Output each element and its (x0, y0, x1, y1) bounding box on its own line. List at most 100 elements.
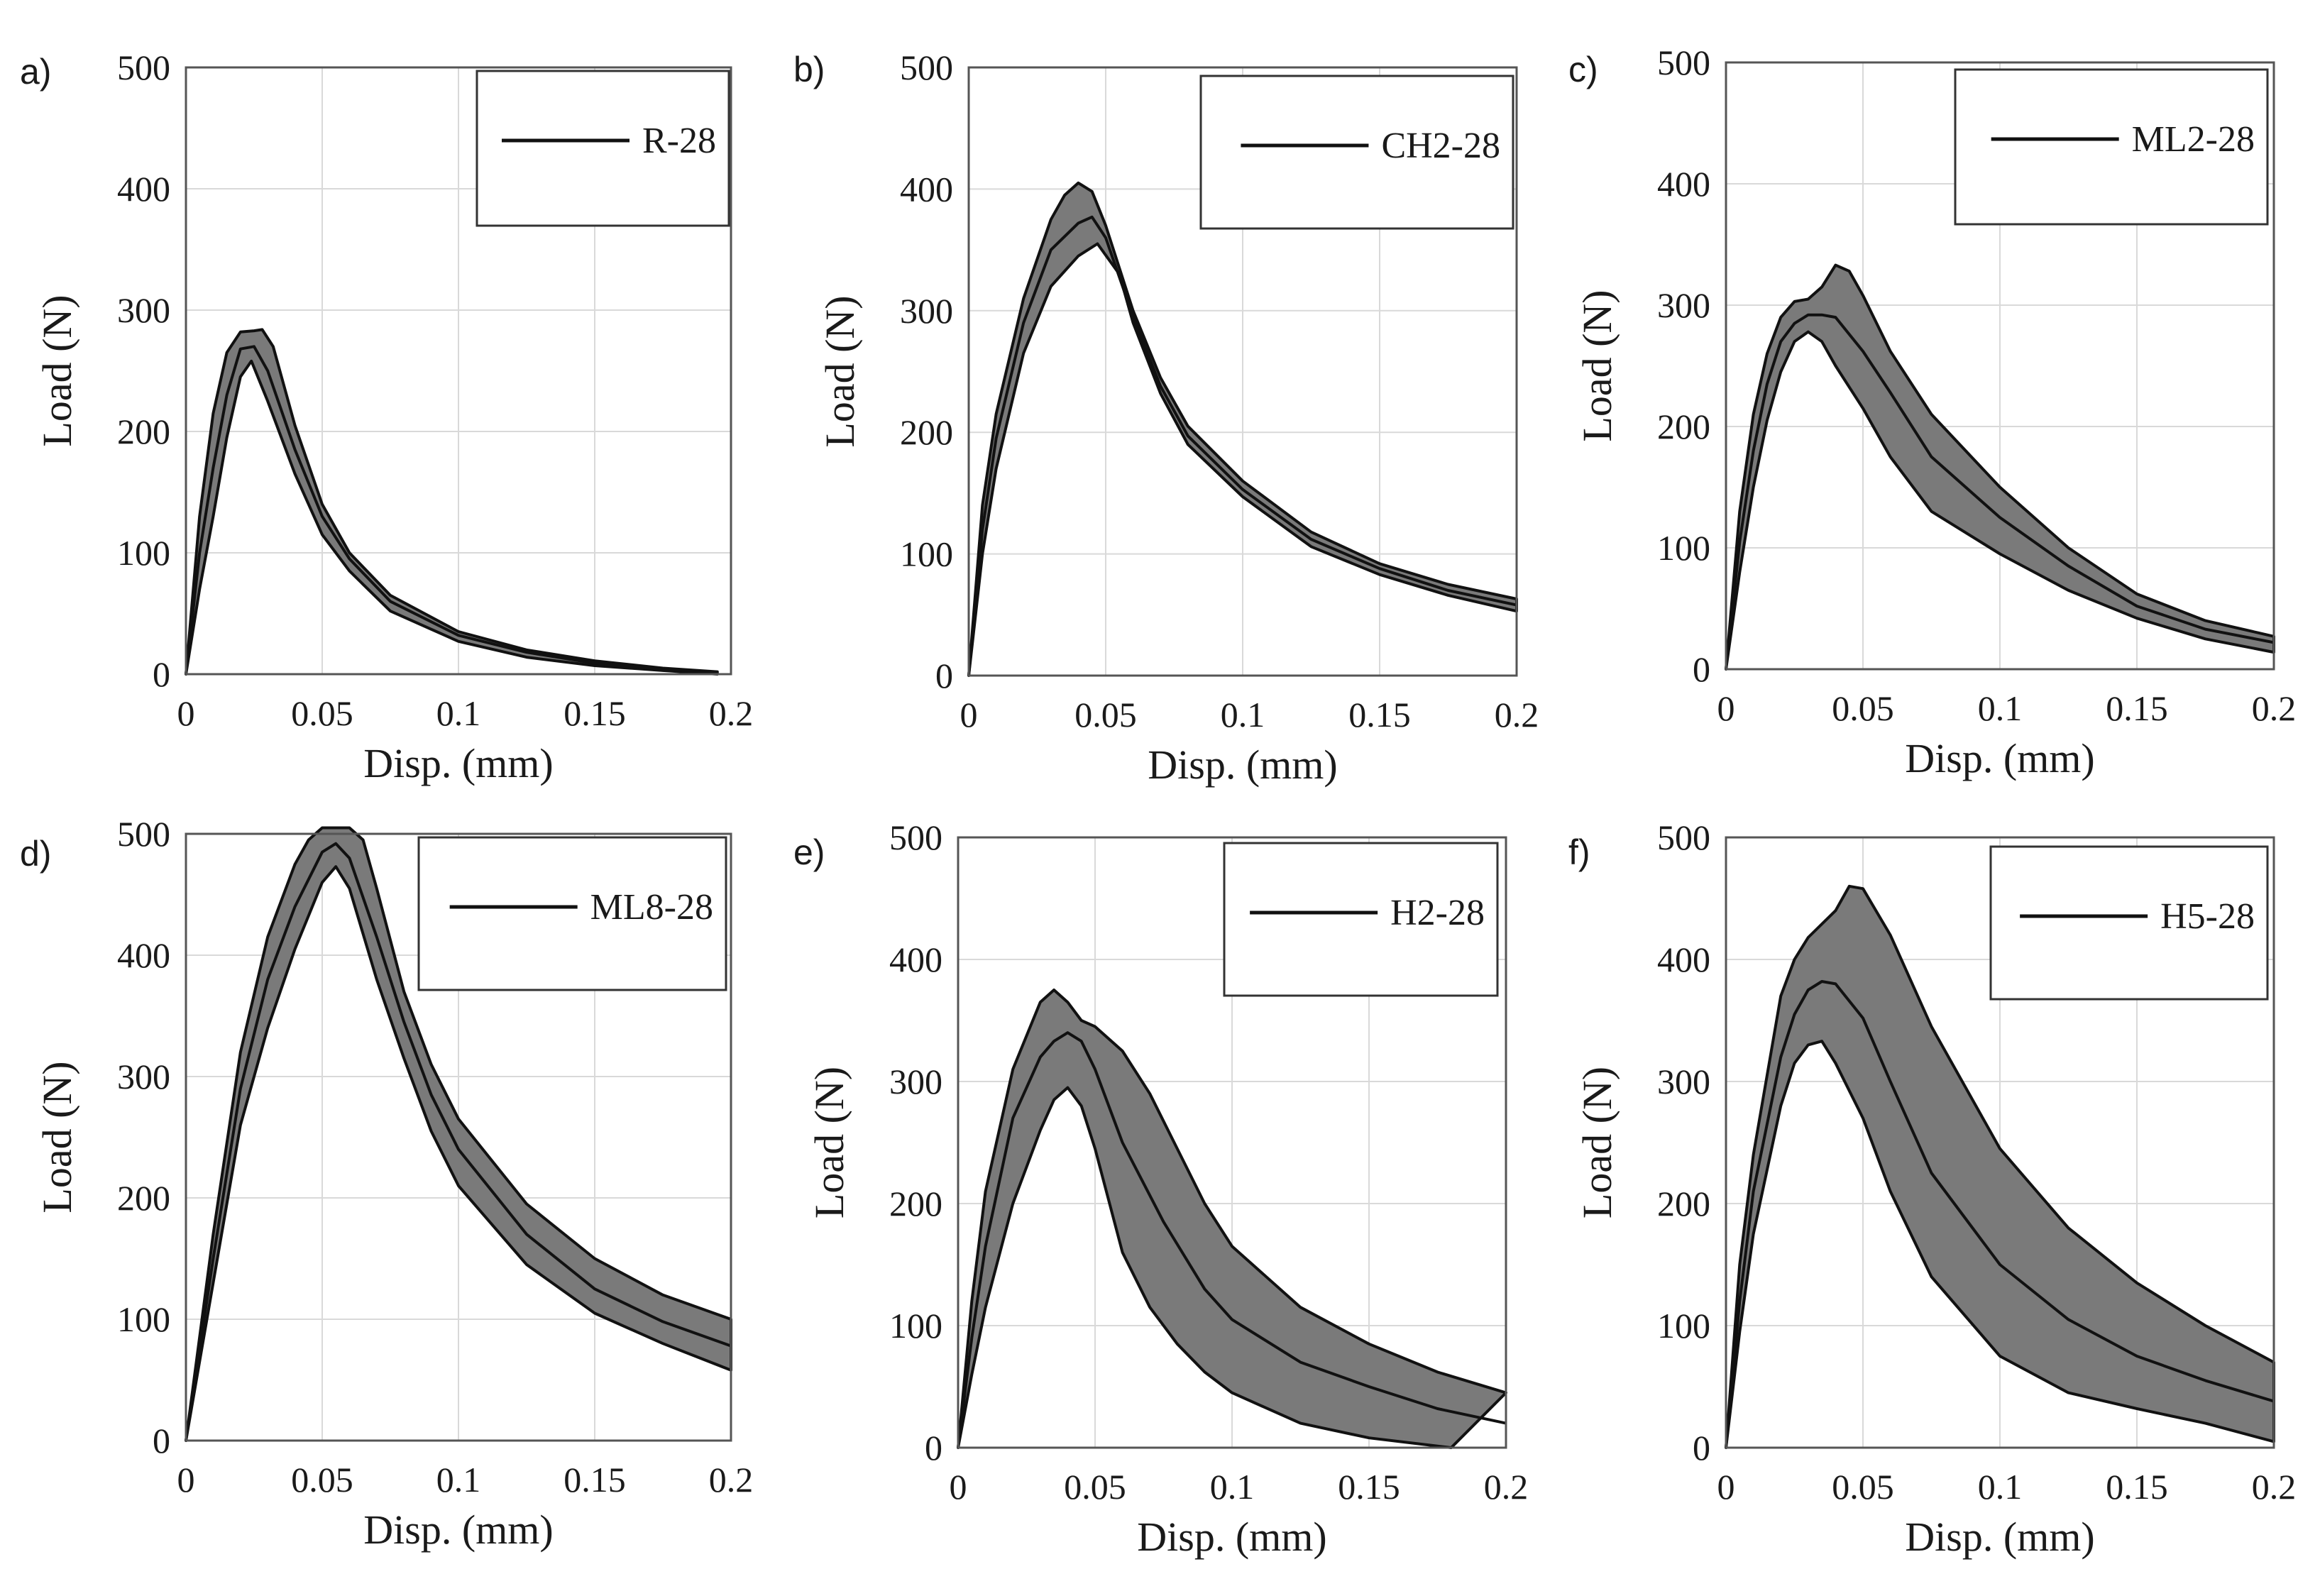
y-tick-label: 300 (117, 290, 170, 330)
y-tick-label: 200 (117, 412, 170, 451)
legend-box (1989, 845, 2269, 1001)
y-tick-label: 400 (1657, 164, 1710, 204)
x-tick-label: 0.15 (563, 1460, 626, 1499)
x-axis-label: Disp. (mm) (1905, 1514, 2094, 1560)
legend-box (1954, 68, 2269, 226)
y-tick-label: 0 (153, 654, 170, 694)
y-axis-label: Load (N) (34, 295, 80, 446)
panel-letter: e) (793, 832, 825, 872)
y-tick-label: 0 (153, 1421, 170, 1460)
legend-box (417, 836, 727, 991)
legend-label: CH2-28 (1381, 126, 1500, 166)
y-axis-label: Load (N) (1574, 290, 1620, 441)
y-tick-label: 0 (1693, 649, 1710, 689)
y-tick-label: 400 (900, 169, 953, 209)
chart-panel-5: 0 0.05 0.1 0.15 0.2 0 100 200 300 400 500 Disp. (mm… (793, 818, 1528, 1560)
legend-label: R-28 (642, 121, 716, 161)
chart-panel-3: 0 0.05 0.1 0.15 0.2 0 100 200 300 400 500 Disp. (mm… (1568, 43, 2296, 781)
x-axis-label: Disp. (mm) (1148, 742, 1337, 788)
x-tick-label: 0.1 (436, 1460, 481, 1499)
y-axis-label: Load (N) (34, 1061, 80, 1213)
y-tick-label: 500 (117, 814, 170, 854)
y-tick-label: 500 (1657, 818, 1710, 857)
x-tick-label: 0.1 (1978, 688, 2023, 728)
legend-label: ML2-28 (2132, 119, 2255, 160)
x-tick-label: 0 (950, 1467, 967, 1507)
x-tick-label: 0 (1717, 1467, 1735, 1507)
x-tick-label: 0.1 (1978, 1467, 2023, 1507)
x-tick-label: 0.2 (1484, 1467, 1529, 1507)
legend-label: ML8-28 (590, 887, 713, 928)
legend: ML8-28 (417, 836, 727, 991)
chart-panel-1: 0 0.05 0.1 0.15 0.2 0 100 200 300 400 500 Disp. (mm… (20, 48, 753, 786)
panel-letter: a) (20, 52, 51, 92)
x-tick-label: 0.15 (1348, 695, 1411, 734)
x-axis-label: Disp. (mm) (363, 1507, 553, 1553)
panel-letter: f) (1568, 832, 1590, 872)
x-axis-label: Disp. (mm) (363, 740, 553, 786)
axes-frame (185, 832, 732, 1442)
x-tick-label: 0 (1717, 688, 1735, 728)
y-axis-label: Load (N) (1574, 1067, 1620, 1218)
mean-curve (967, 215, 1517, 676)
y-tick-label: 200 (117, 1178, 170, 1218)
x-tick-label: 0.1 (436, 693, 481, 733)
y-tick-label: 300 (117, 1057, 170, 1096)
y-tick-label: 200 (1657, 407, 1710, 446)
legend-box (1223, 842, 1499, 997)
legend-box (475, 70, 730, 227)
y-tick-label: 300 (889, 1062, 942, 1101)
mean-curve (1725, 980, 2275, 1448)
x-axis-label: Disp. (mm) (1905, 735, 2094, 781)
y-tick-label: 100 (889, 1306, 942, 1345)
x-tick-label: 0.05 (291, 693, 353, 733)
x-tick-label: 0.2 (2252, 688, 2297, 728)
chart-panel-4: 0 0.05 0.1 0.15 0.2 0 100 200 300 400 500 Disp. (mm… (20, 814, 753, 1553)
y-tick-label: 300 (900, 291, 953, 331)
legend-label: H5-28 (2160, 896, 2255, 937)
y-tick-label: 300 (1657, 285, 1710, 325)
panel-letter: c) (1568, 50, 1598, 89)
x-tick-label: 0.1 (1210, 1467, 1255, 1507)
axes-frame (967, 66, 1518, 677)
x-tick-label: 0 (177, 1460, 195, 1499)
y-tick-label: 0 (935, 656, 953, 695)
x-tick-label: 0.2 (2252, 1467, 2297, 1507)
y-tick-label: 400 (889, 940, 942, 979)
y-tick-label: 100 (1657, 1306, 1710, 1345)
panel-letter: b) (793, 50, 825, 89)
legend-label: H2-28 (1390, 893, 1485, 933)
x-tick-label: 0.2 (1495, 695, 1539, 734)
mean-curve (1725, 313, 2275, 670)
y-tick-label: 200 (1657, 1184, 1710, 1223)
mean-curve (185, 345, 718, 675)
x-tick-label: 0.15 (2106, 1467, 2168, 1507)
x-tick-label: 0.15 (1338, 1467, 1400, 1507)
legend: ML2-28 (1954, 68, 2269, 226)
y-tick-label: 100 (117, 533, 170, 573)
x-tick-label: 0.05 (1832, 1467, 1894, 1507)
axes-frame (185, 66, 732, 676)
y-tick-label: 400 (117, 169, 170, 209)
y-tick-label: 0 (1693, 1428, 1710, 1468)
legend: H2-28 (1223, 842, 1499, 997)
x-tick-label: 0.05 (1832, 688, 1894, 728)
mean-curve (957, 1031, 1507, 1448)
x-tick-label: 0.05 (291, 1460, 353, 1499)
y-tick-label: 100 (117, 1299, 170, 1339)
y-tick-label: 100 (900, 534, 953, 574)
x-tick-label: 0.15 (2106, 688, 2168, 728)
y-tick-label: 200 (900, 412, 953, 452)
axes-frame (957, 836, 1507, 1449)
y-axis-label: Load (N) (817, 295, 863, 447)
x-tick-label: 0.15 (563, 693, 626, 733)
y-tick-label: 400 (117, 935, 170, 975)
y-tick-label: 500 (117, 48, 170, 87)
x-tick-label: 0.05 (1064, 1467, 1126, 1507)
y-tick-label: 200 (889, 1184, 942, 1223)
y-tick-label: 500 (889, 818, 942, 857)
x-axis-label: Disp. (mm) (1137, 1514, 1326, 1560)
panel-letter: d) (20, 834, 51, 874)
legend: H5-28 (1989, 845, 2269, 1001)
